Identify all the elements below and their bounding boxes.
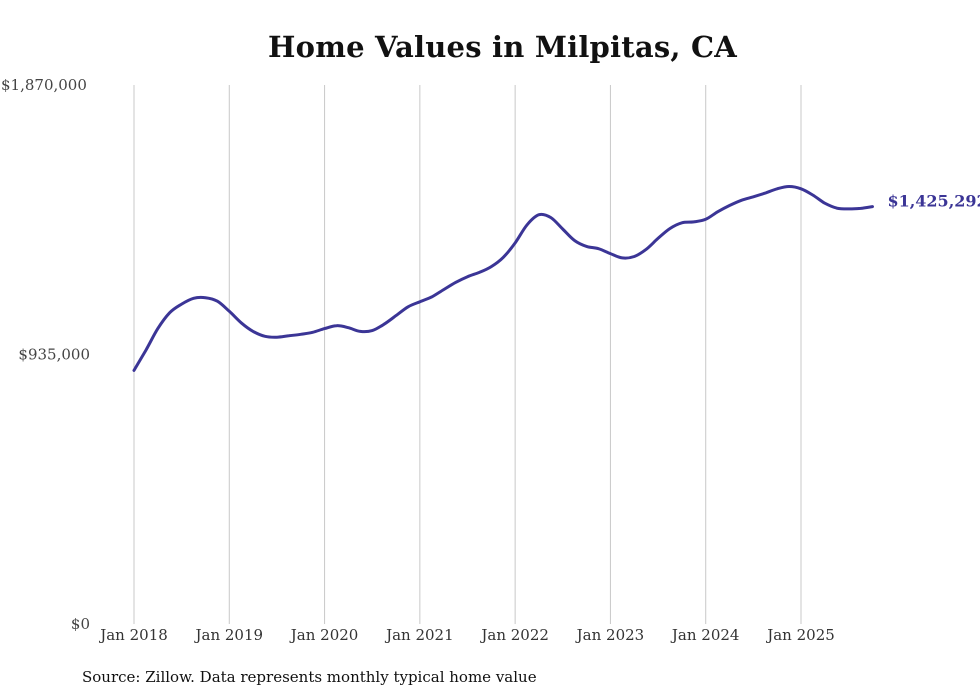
- y-tick-label: $0: [71, 615, 90, 633]
- y-tick-label: $1,870,000: [1, 76, 87, 94]
- y-tick-label: $935,000: [18, 346, 90, 364]
- x-tick-label: Jan 2024: [670, 626, 740, 644]
- chart-title: Home Values in Milpitas, CA: [268, 30, 737, 64]
- x-tick-label: Jan 2018: [98, 626, 168, 644]
- grid-lines: [133, 85, 802, 624]
- x-tick-label: Jan 2021: [384, 626, 454, 644]
- x-tick-label: Jan 2025: [765, 626, 835, 644]
- x-tick-label: Jan 2020: [289, 626, 359, 644]
- x-axis-ticks: Jan 2018 Jan 2019 Jan 2020 Jan 2021 Jan 2022…: [98, 626, 835, 644]
- end-value-label: $1,425,292: [887, 192, 980, 211]
- x-tick-label: Jan 2023: [575, 626, 645, 644]
- series-layer: [132, 185, 874, 372]
- y-axis-ticks: $0 $935,000 $1,870,000: [1, 76, 90, 633]
- x-tick-label: Jan 2019: [194, 626, 264, 644]
- series-line-0: [132, 185, 874, 372]
- source-note: Source: Zillow. Data represents monthly …: [82, 668, 537, 686]
- label-layer: $1,425,292: [887, 192, 980, 211]
- x-tick-label: Jan 2022: [479, 626, 549, 644]
